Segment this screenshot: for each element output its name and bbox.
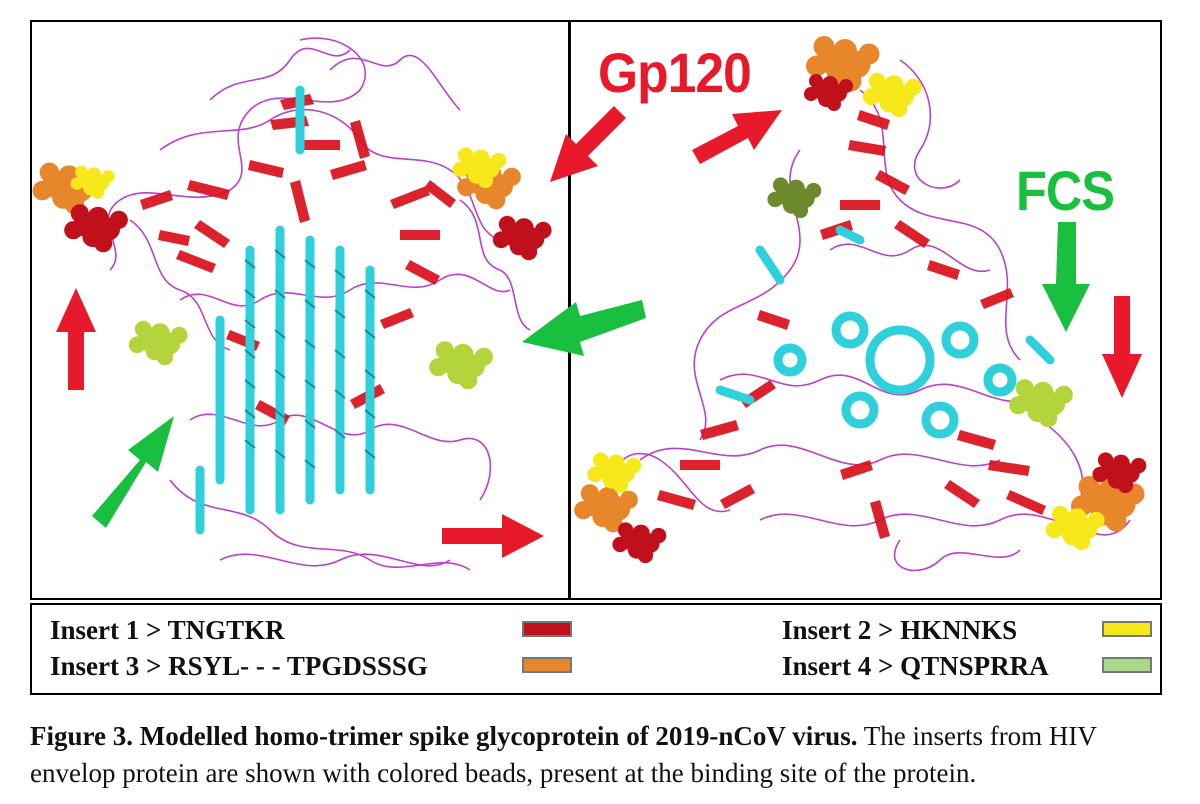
caption-text: The inserts from HIV envelop protein are… (30, 721, 1097, 788)
legend-swatch-1 (522, 621, 572, 637)
arrow-icon (56, 288, 96, 390)
figure-caption: Figure 3. Modelled homo-trimer spike gly… (30, 718, 1170, 792)
arrow-icon (522, 300, 646, 356)
green-arrows (92, 222, 1090, 528)
legend-insert-1: Insert 1 > TNGTKR (50, 615, 285, 645)
legend-box: Insert 1 > TNGTKR Insert 2 > HKNNKS Inse… (30, 603, 1162, 695)
fcs-callout: FCS (1016, 159, 1115, 222)
protein-top-view-image (574, 36, 1147, 572)
arrow-icon (1102, 296, 1142, 398)
gp120-callout: Gp120 (598, 41, 752, 104)
legend-insert-3: Insert 3 > RSYL- - - TPGDSSSG (50, 651, 428, 681)
caption-title: Figure 3. Modelled homo-trimer spike gly… (30, 721, 858, 751)
protein-side-view-image (32, 37, 552, 571)
arrow-icon (550, 106, 626, 182)
arrow-icon (692, 110, 782, 164)
legend-insert-2: Insert 2 > HKNNKS (782, 615, 1018, 645)
arrow-icon (92, 416, 174, 528)
arrow-icon (1042, 222, 1090, 332)
legend-swatch-4 (1102, 657, 1152, 673)
arrow-icon (442, 514, 544, 558)
figure-panels-frame (30, 20, 1162, 600)
legend-swatch-2 (1102, 621, 1152, 637)
legend-insert-4: Insert 4 > QTNSPRRA (782, 651, 1049, 681)
legend-swatch-3 (522, 657, 572, 673)
red-arrows (56, 106, 1142, 558)
